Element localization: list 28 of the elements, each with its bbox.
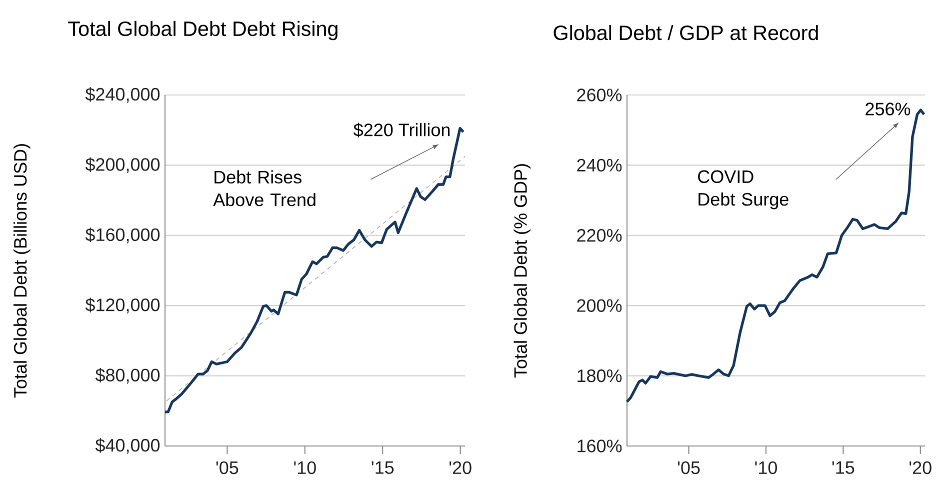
y-tick-label: $40,000 xyxy=(95,438,160,454)
x-tick-label: '15 xyxy=(832,461,854,474)
y-tick-label: 240% xyxy=(577,158,622,172)
x-tick-label: '05 xyxy=(216,461,238,474)
chart-title: Global Debt / GDP at Record xyxy=(554,24,818,40)
annotation: $220 Trillion xyxy=(354,122,450,138)
chart-title: Total Global Debt Debt Rising xyxy=(68,20,338,40)
y-tick-label: $80,000 xyxy=(95,368,160,384)
annotation: 256% xyxy=(866,102,910,116)
x-tick-label: '10 xyxy=(294,461,316,474)
x-tick-label: '15 xyxy=(372,461,394,474)
y-tick-label: $240,000 xyxy=(85,87,160,103)
y-tick-label: 200% xyxy=(577,299,622,312)
y-tick-label: $160,000 xyxy=(85,228,160,244)
annotation: COVID Debt Surge xyxy=(698,170,788,210)
y-tick-label: $200,000 xyxy=(85,157,160,174)
y-tick-label: $120,000 xyxy=(85,298,160,314)
annotation: Debt Rises Above Trend xyxy=(213,170,316,206)
y-tick-label: 180% xyxy=(578,369,622,382)
x-tick-label: '20 xyxy=(450,461,472,474)
x-tick-label: '10 xyxy=(755,461,777,474)
y-tick-label: 220% xyxy=(577,229,622,242)
x-tick-label: '20 xyxy=(910,461,932,474)
y-axis-title: Total Global Debt (% GDP) xyxy=(514,164,530,378)
y-axis-title: Total Global Debt (Billions USD) xyxy=(14,144,30,398)
y-tick-label: 260% xyxy=(577,88,622,102)
x-tick-label: '05 xyxy=(678,461,700,474)
y-tick-label: 160% xyxy=(578,440,622,452)
